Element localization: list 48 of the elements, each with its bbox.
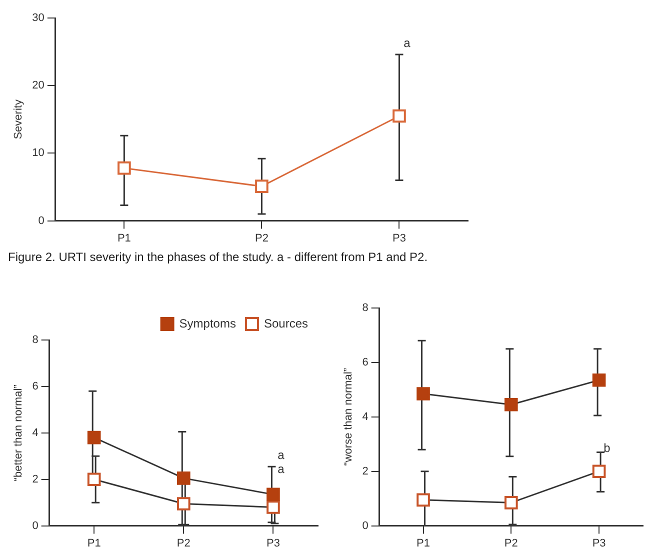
x-tick-label: P1 xyxy=(117,232,131,244)
y-tick-label: 0 xyxy=(362,520,368,532)
x-tick-label: P2 xyxy=(176,537,190,550)
point xyxy=(504,398,518,412)
point xyxy=(416,387,430,400)
x-tick-label: P2 xyxy=(504,537,518,550)
y-tick-label: 2 xyxy=(32,473,38,486)
point xyxy=(392,109,406,123)
y-tick-label: 8 xyxy=(32,334,38,346)
annotation: a xyxy=(278,448,284,462)
point xyxy=(592,464,606,478)
point xyxy=(592,373,606,387)
y-axis-title: “better than normal” xyxy=(12,384,25,482)
legend-label: Sources xyxy=(264,316,308,330)
annotation: b xyxy=(604,441,610,455)
point xyxy=(118,161,131,175)
y-tick-label: 6 xyxy=(362,356,368,368)
y-tick-label: 4 xyxy=(32,426,38,439)
point xyxy=(504,496,518,510)
y-tick-label: 30 xyxy=(32,12,44,24)
y-tick-label: 4 xyxy=(362,410,368,423)
x-tick-label: P3 xyxy=(392,232,406,244)
x-tick-label: P1 xyxy=(416,537,430,550)
y-tick-label: 20 xyxy=(32,80,44,92)
point xyxy=(177,497,190,510)
x-tick-label: P3 xyxy=(592,537,606,550)
x-tick-label: P2 xyxy=(254,232,268,244)
point xyxy=(255,180,268,193)
y-axis-title: Severity xyxy=(12,99,25,140)
y-tick-label: 0 xyxy=(32,520,38,532)
y-axis-title: “worse than normal” xyxy=(342,368,355,466)
point xyxy=(266,488,280,502)
annotation: a xyxy=(404,36,410,50)
caption: Figure 2. URTI severity in the phases of the study. a - different from P1 and P2. xyxy=(8,250,429,264)
point xyxy=(87,430,101,444)
point xyxy=(266,500,280,514)
y-tick-label: 10 xyxy=(32,147,44,160)
x-tick-label: P3 xyxy=(266,537,280,550)
annotation: a xyxy=(278,462,284,476)
point xyxy=(416,493,430,507)
point xyxy=(87,472,101,486)
point xyxy=(177,472,190,485)
y-tick-label: 6 xyxy=(32,380,38,392)
legend-label: Symptoms xyxy=(179,316,236,330)
x-tick-label: P1 xyxy=(87,537,101,550)
y-tick-label: 8 xyxy=(362,302,368,314)
y-tick-label: 0 xyxy=(38,214,44,227)
y-tick-label: 2 xyxy=(362,465,368,478)
